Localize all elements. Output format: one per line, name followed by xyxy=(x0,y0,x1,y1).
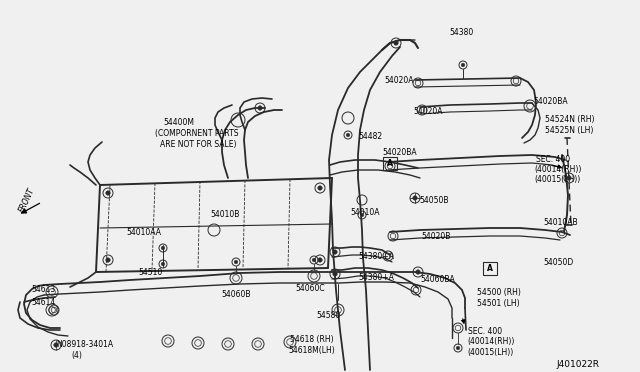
Circle shape xyxy=(416,270,420,274)
Text: 54020A: 54020A xyxy=(384,76,413,85)
Text: 54380: 54380 xyxy=(449,28,473,37)
Text: 54525N (LH): 54525N (LH) xyxy=(545,126,593,135)
Text: 54510: 54510 xyxy=(138,268,163,277)
Circle shape xyxy=(456,346,460,350)
Text: 54010A: 54010A xyxy=(350,208,380,217)
Circle shape xyxy=(360,213,364,217)
Text: 54010AA: 54010AA xyxy=(126,228,161,237)
Text: 54010B: 54010B xyxy=(210,210,239,219)
Circle shape xyxy=(317,186,323,190)
Circle shape xyxy=(312,258,316,262)
Text: A: A xyxy=(487,264,493,273)
Text: 54020BA: 54020BA xyxy=(382,148,417,157)
Text: (4): (4) xyxy=(71,351,82,360)
Circle shape xyxy=(54,343,58,347)
Text: 54380+A: 54380+A xyxy=(358,252,394,261)
Text: SEC. 400: SEC. 400 xyxy=(468,327,502,336)
Circle shape xyxy=(567,176,572,180)
Text: FRONT: FRONT xyxy=(17,186,36,214)
Circle shape xyxy=(346,133,350,137)
Text: 54060BA: 54060BA xyxy=(420,275,455,284)
Text: 54060B: 54060B xyxy=(221,290,250,299)
Circle shape xyxy=(161,262,165,266)
Circle shape xyxy=(333,272,337,276)
Circle shape xyxy=(161,246,165,250)
Text: 54613: 54613 xyxy=(31,285,55,294)
Text: N08918-3401A: N08918-3401A xyxy=(56,340,113,349)
Text: 54618 (RH): 54618 (RH) xyxy=(290,335,333,344)
Circle shape xyxy=(394,41,398,45)
Text: 54482: 54482 xyxy=(358,132,382,141)
Text: (COMPORNENT PARTS: (COMPORNENT PARTS xyxy=(155,129,239,138)
Circle shape xyxy=(258,106,262,110)
Text: 54010AB: 54010AB xyxy=(543,218,578,227)
Text: 54380+A: 54380+A xyxy=(358,273,394,282)
Circle shape xyxy=(317,258,323,262)
Text: 54050B: 54050B xyxy=(419,196,449,205)
Text: ARE NOT FOR SALE): ARE NOT FOR SALE) xyxy=(160,140,237,149)
Text: (40014(RH)): (40014(RH)) xyxy=(467,337,515,346)
Circle shape xyxy=(333,250,337,254)
Text: (40015(LH)): (40015(LH)) xyxy=(467,348,513,357)
Circle shape xyxy=(106,258,110,262)
Text: A: A xyxy=(387,159,393,168)
Text: 54524N (RH): 54524N (RH) xyxy=(545,115,595,124)
Text: (40014(RH)): (40014(RH)) xyxy=(534,165,581,174)
Text: 54500 (RH): 54500 (RH) xyxy=(477,288,521,297)
Text: 54618M(LH): 54618M(LH) xyxy=(288,346,335,355)
Text: 54614: 54614 xyxy=(31,298,55,307)
Text: 54020BA: 54020BA xyxy=(533,97,568,106)
Text: 54580: 54580 xyxy=(316,311,340,320)
Text: (40015(LH)): (40015(LH)) xyxy=(534,175,580,184)
Circle shape xyxy=(413,196,417,200)
Text: 54020A: 54020A xyxy=(413,107,442,116)
Circle shape xyxy=(461,63,465,67)
Text: J401022R: J401022R xyxy=(556,360,599,369)
Circle shape xyxy=(234,260,238,264)
Text: 54050D: 54050D xyxy=(543,258,573,267)
Text: 54020B: 54020B xyxy=(421,232,451,241)
Circle shape xyxy=(106,191,110,195)
Text: SEC. 400: SEC. 400 xyxy=(536,155,570,164)
Text: 54060C: 54060C xyxy=(295,284,324,293)
Text: 54501 (LH): 54501 (LH) xyxy=(477,299,520,308)
Text: 54400M: 54400M xyxy=(163,118,194,127)
